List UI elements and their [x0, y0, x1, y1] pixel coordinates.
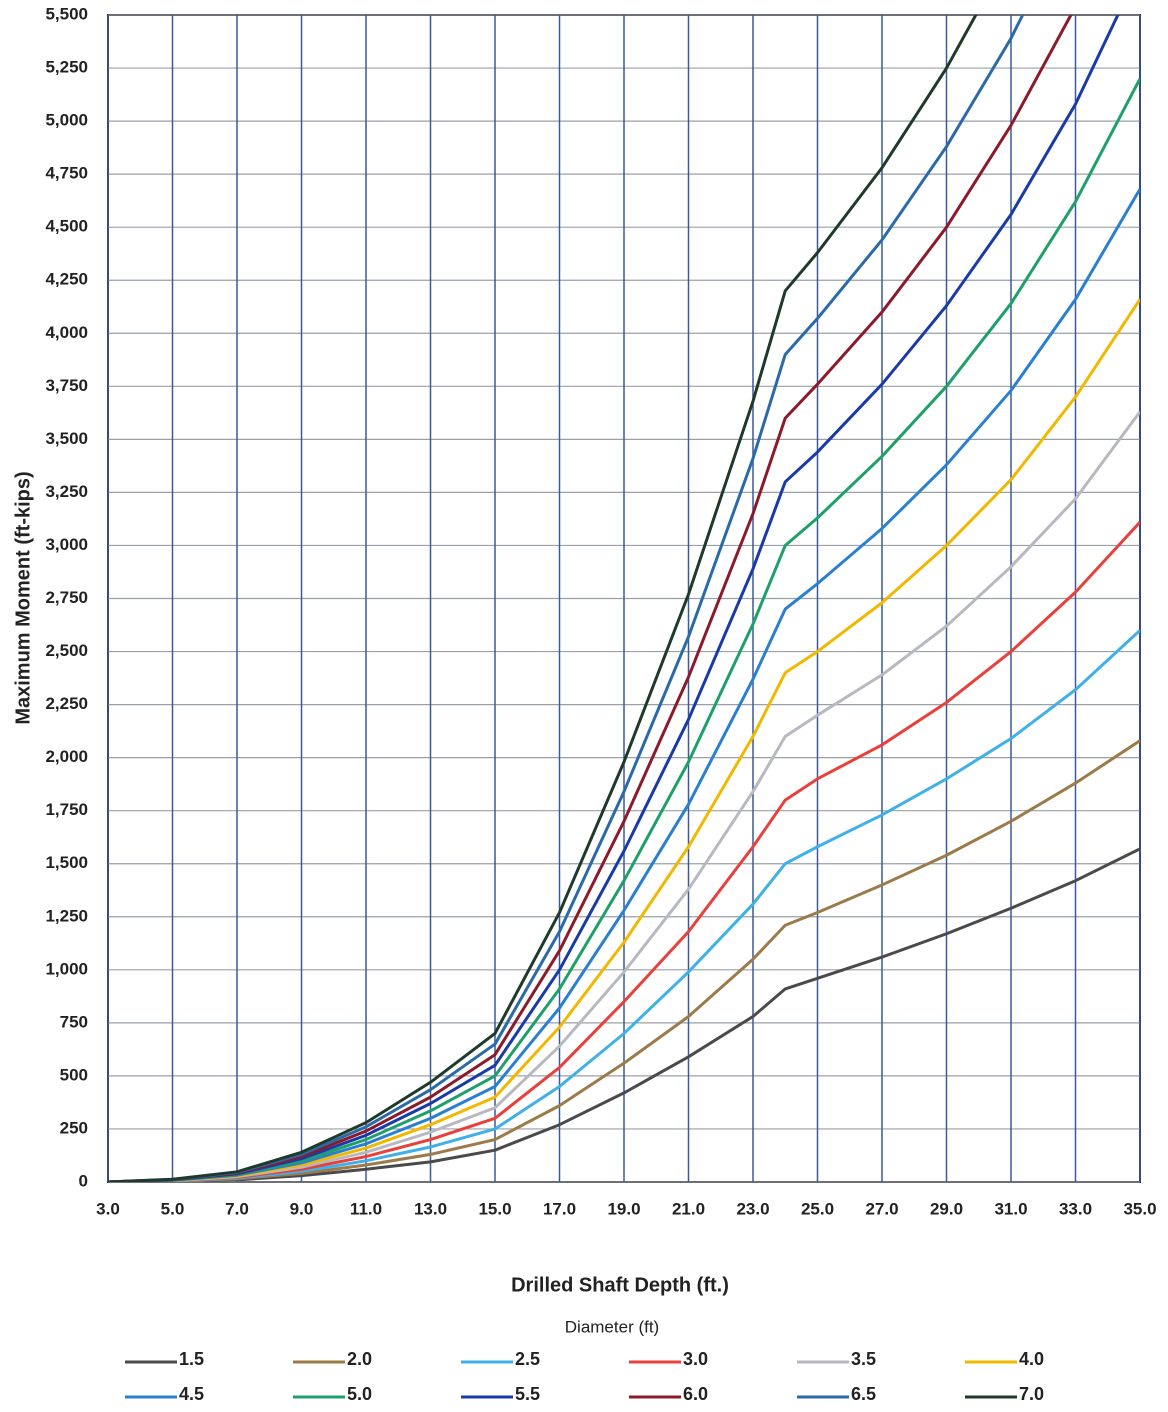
x-tick-label: 29.0	[930, 1199, 963, 1218]
y-tick-label: 5,000	[45, 111, 88, 130]
legend-label: 2.5	[515, 1349, 540, 1369]
x-tick-label: 35.0	[1123, 1199, 1156, 1218]
x-tick-label: 21.0	[672, 1199, 705, 1218]
labels: 0 250 500 750 1,000 1,250 1,500 1,750 2,000 2,250…	[45, 4, 1156, 1403]
legend-label: 1.5	[179, 1349, 204, 1369]
x-tick-label: 9.0	[290, 1199, 314, 1218]
series-line	[108, 15, 1073, 1182]
legend-title: Diameter (ft)	[565, 1317, 659, 1336]
x-tick-label: 31.0	[994, 1199, 1027, 1218]
legend-label: 3.0	[683, 1349, 708, 1369]
y-tick-label: 750	[60, 1012, 88, 1031]
series-line	[108, 15, 978, 1182]
series-line	[108, 629, 1140, 1182]
x-tick-label: 7.0	[225, 1199, 249, 1218]
y-tick-label: 3,750	[45, 376, 88, 395]
y-tick-label: 2,250	[45, 694, 88, 713]
x-tick-label: 33.0	[1059, 1199, 1092, 1218]
y-tick-label: 5,250	[45, 58, 88, 77]
y-tick-label: 4,250	[45, 270, 88, 289]
grid	[107, 14, 1141, 1183]
legend-label: 4.5	[179, 1384, 204, 1404]
x-tick-label: 15.0	[478, 1199, 511, 1218]
y-tick-label: 5,500	[45, 4, 88, 23]
legend-label: 6.5	[851, 1384, 876, 1404]
x-axis-title: Drilled Shaft Depth (ft.)	[511, 1274, 729, 1296]
y-tick-label: 2,000	[45, 747, 88, 766]
series-line	[108, 847, 1140, 1182]
y-tick-label: 4,500	[45, 217, 88, 236]
legend-label: 6.0	[683, 1384, 708, 1404]
series-line	[108, 188, 1140, 1182]
y-tick-label: 3,250	[45, 482, 88, 501]
x-tick-label: 17.0	[543, 1199, 576, 1218]
series-line	[108, 521, 1140, 1182]
x-tick-label: 23.0	[736, 1199, 769, 1218]
series-line	[108, 739, 1140, 1182]
x-tick-label: 11.0	[350, 1199, 382, 1218]
series-line	[108, 15, 1025, 1182]
y-tick-label: 3,000	[45, 535, 88, 554]
series-line	[108, 298, 1140, 1182]
y-axis-title: Maximum Moment (ft-kips)	[12, 471, 34, 724]
x-tick-label: 13.0	[414, 1199, 447, 1218]
y-tick-label: 1,750	[45, 800, 88, 819]
y-tick-label: 4,750	[45, 164, 88, 183]
x-tick-label: 3.0	[96, 1199, 120, 1218]
legend-label: 7.0	[1019, 1384, 1044, 1404]
y-tick-label: 250	[60, 1118, 88, 1137]
y-tick-label: 0	[79, 1171, 88, 1190]
series-line	[108, 77, 1140, 1182]
x-tick-label: 25.0	[801, 1199, 834, 1218]
y-tick-label: 2,500	[45, 641, 88, 660]
legend-label: 5.5	[515, 1384, 540, 1404]
series-line	[108, 15, 1120, 1182]
y-tick-label: 1,500	[45, 853, 88, 872]
x-tick-label: 19.0	[607, 1199, 640, 1218]
series-line	[108, 410, 1140, 1182]
legend-label: 3.5	[851, 1349, 876, 1369]
x-tick-label: 5.0	[161, 1199, 185, 1218]
x-tick-label: 27.0	[865, 1199, 898, 1218]
legend-label: 5.0	[347, 1384, 372, 1404]
y-tick-label: 1,000	[45, 959, 88, 978]
y-tick-label: 3,500	[45, 429, 88, 448]
y-tick-label: 2,750	[45, 588, 88, 607]
legend-label: 4.0	[1019, 1349, 1044, 1369]
y-tick-label: 500	[60, 1065, 88, 1084]
y-tick-label: 1,250	[45, 906, 88, 925]
lines	[108, 15, 1140, 1182]
y-tick-label: 4,000	[45, 323, 88, 342]
legend-label: 2.0	[347, 1349, 372, 1369]
